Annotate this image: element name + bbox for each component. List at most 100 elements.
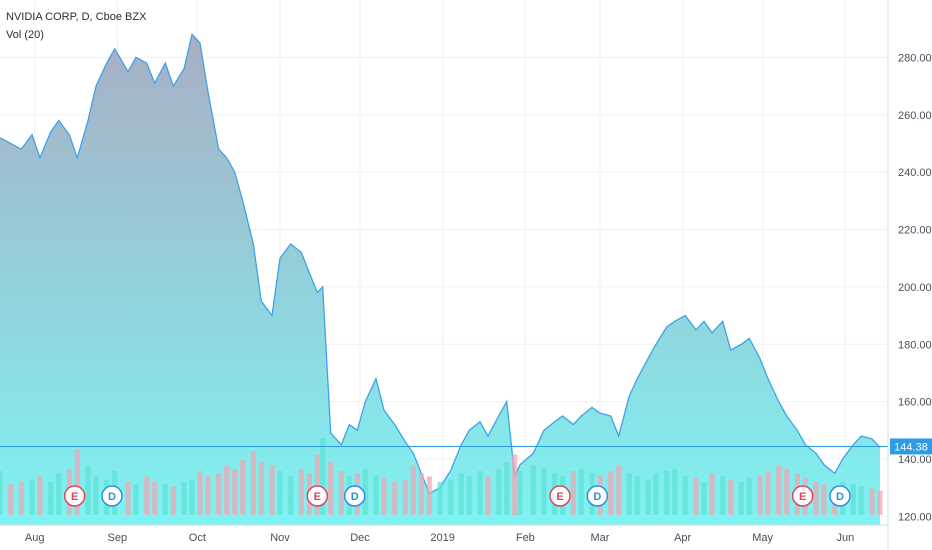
x-tick-label: Aug — [25, 532, 45, 544]
volume-bar — [821, 484, 827, 515]
volume-bar — [373, 475, 379, 515]
volume-bar — [578, 468, 584, 515]
volume-bar — [338, 471, 344, 515]
y-tick-label: 120.00 — [898, 511, 932, 523]
volume-bar — [189, 479, 195, 515]
volume-bar — [728, 479, 734, 515]
y-tick-label: 260.00 — [898, 110, 932, 122]
volume-bar — [738, 482, 744, 515]
y-tick-label: 180.00 — [898, 339, 932, 351]
volume-bar — [746, 477, 752, 515]
volume-bar — [477, 471, 483, 515]
volume-bar — [224, 465, 230, 515]
earnings-marker — [791, 485, 814, 507]
earnings-marker — [549, 485, 571, 507]
volume-bar — [682, 475, 688, 515]
symbol-legend[interactable]: NVIDIA CORP, D, Cboe BZX — [6, 11, 147, 23]
volume-bar — [232, 468, 238, 515]
volume-bar — [426, 476, 432, 515]
y-tick-label: 200.00 — [898, 282, 932, 294]
y-tick-label: 160.00 — [898, 397, 932, 409]
volume-bar — [144, 476, 150, 515]
last-price-tag — [890, 438, 932, 455]
volume-bar — [672, 468, 678, 515]
volume-bar — [634, 476, 640, 515]
volume-bar — [392, 482, 398, 515]
volume-bar — [197, 471, 203, 515]
dividend-marker-label: D — [108, 491, 116, 503]
volume-bar — [181, 482, 187, 515]
earnings-marker — [306, 485, 329, 507]
volume-bar — [645, 479, 651, 515]
volume-bar — [48, 482, 54, 515]
volume-bar — [653, 473, 659, 515]
x-tick-label: Feb — [516, 532, 535, 544]
volume-bar — [485, 476, 491, 515]
volume-bar — [709, 473, 715, 515]
x-tick-label: Nov — [270, 532, 290, 544]
volume-bar — [37, 476, 43, 515]
volume-bar — [693, 477, 699, 515]
volume-bar — [56, 473, 62, 515]
volume-bar — [85, 465, 91, 515]
volume-bar — [757, 475, 763, 515]
volume-bar — [152, 482, 158, 515]
volume-bar — [664, 471, 670, 515]
dividend-marker — [101, 485, 123, 507]
volume-bar — [437, 482, 443, 515]
volume-bar — [410, 465, 416, 515]
x-tick-label: Mar — [591, 532, 610, 544]
volume-bar — [517, 471, 523, 515]
volume-bar — [869, 488, 875, 515]
volume-bar — [8, 484, 14, 515]
volume-bar — [720, 476, 726, 515]
volume-bar — [858, 486, 864, 515]
y-tick-label: 220.00 — [898, 225, 932, 237]
volume-bar — [240, 460, 246, 515]
price-line — [0, 33, 881, 495]
volume-bar — [458, 473, 464, 515]
y-tick-label: 280.00 — [898, 52, 932, 64]
volume-bar — [418, 473, 424, 515]
volume-bar — [133, 484, 139, 515]
volume-bar — [269, 465, 275, 515]
volume-bar — [74, 449, 80, 515]
earnings-marker-label: E — [556, 491, 563, 503]
volume-bar — [288, 476, 294, 515]
volume-bar — [877, 490, 883, 515]
volume-bar — [170, 486, 176, 515]
volume-bar — [298, 468, 304, 515]
volume-bar — [381, 477, 387, 515]
volume-bar — [530, 465, 536, 515]
x-tick-label: Sep — [108, 532, 128, 544]
dividend-marker — [343, 485, 366, 507]
earnings-marker — [63, 485, 86, 507]
volume-bar — [466, 475, 472, 515]
volume-bar — [0, 471, 3, 515]
x-tick-label: May — [752, 532, 773, 544]
dividend-marker — [586, 485, 609, 507]
volume-bar — [258, 462, 264, 515]
volume-bar — [701, 482, 707, 515]
earnings-marker-label: E — [314, 491, 321, 503]
volume-bar — [277, 471, 283, 515]
dividend-marker-label: D — [593, 491, 601, 503]
volume-bar — [776, 465, 782, 515]
volume-bar — [93, 476, 99, 515]
x-tick-label: Oct — [189, 532, 206, 544]
volume-bar — [162, 484, 168, 515]
volume-bar — [205, 476, 211, 515]
x-tick-label: Dec — [350, 532, 370, 544]
volume-bar — [250, 451, 256, 515]
volume-bar — [448, 479, 454, 515]
volume-bar — [496, 468, 502, 515]
earnings-marker-label: E — [799, 491, 806, 503]
y-tick-label: 240.00 — [898, 167, 932, 179]
volume-bar — [765, 471, 771, 515]
price-area — [0, 34, 880, 526]
volume-bar — [29, 479, 35, 515]
volume-bar — [314, 454, 320, 515]
volume-legend[interactable]: Vol (20) — [6, 29, 44, 41]
